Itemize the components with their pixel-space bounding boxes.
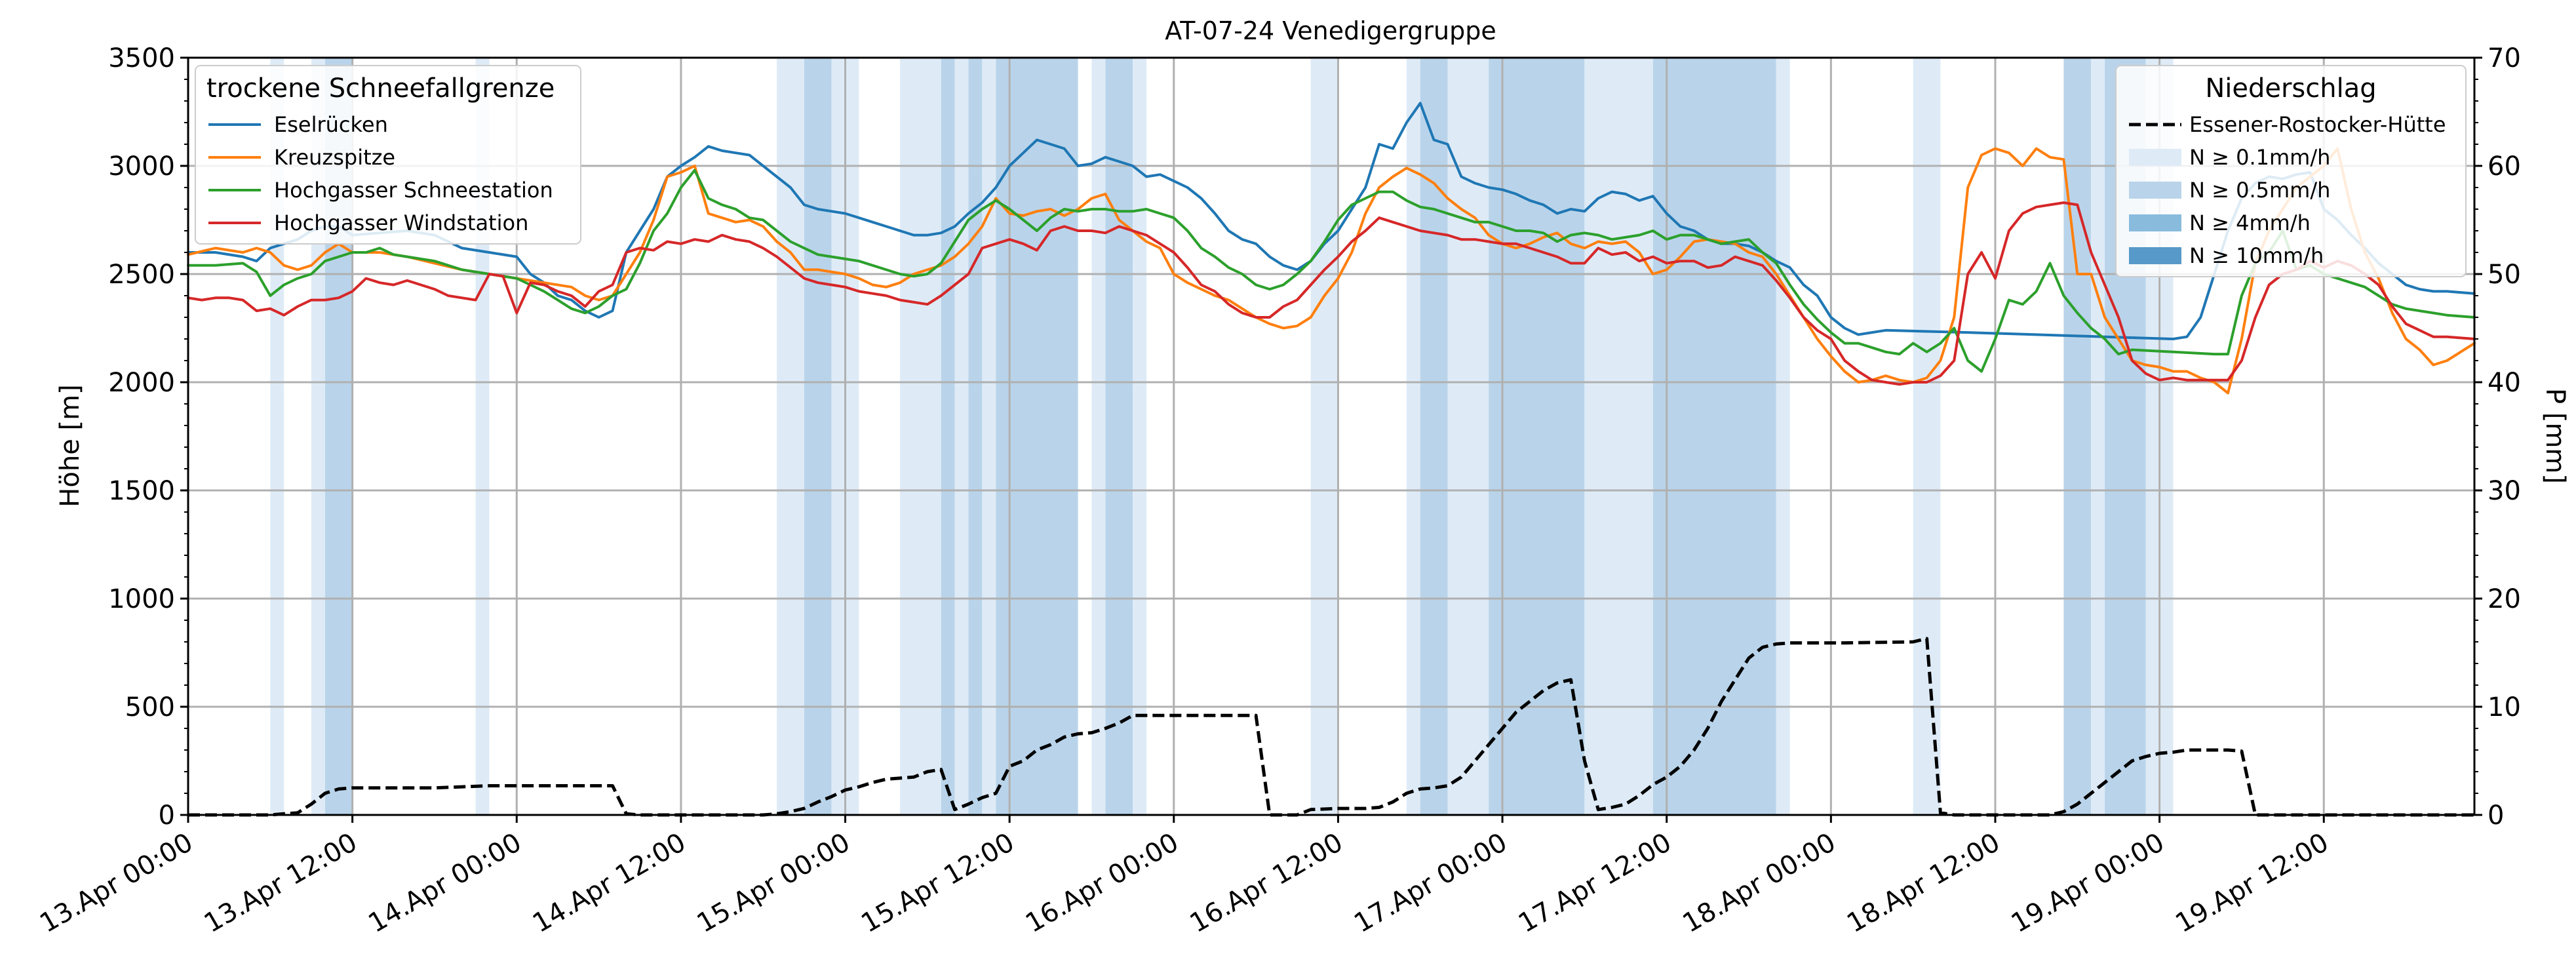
y-tick-label-left: 2500 [108, 260, 175, 290]
precip-band [968, 58, 983, 815]
precip-band [475, 58, 490, 815]
precip-band [804, 58, 832, 815]
legend-precipitation-title: Niederschlag [2205, 73, 2376, 104]
series-line-4 [187, 201, 2476, 386]
series-line-1 [187, 102, 2476, 340]
legend-snowline-title: trockene Schneefallgrenze [206, 73, 555, 104]
y-tick-label-right: 0 [2488, 801, 2504, 831]
precip-band [1913, 58, 1941, 815]
snowline-series-group [187, 102, 2476, 395]
y-tick-label-right: 20 [2488, 584, 2521, 614]
legend-precip-label: N ≥ 0.1mm/h [2189, 145, 2330, 170]
legend-snowline-label: Kreuzspitze [274, 145, 395, 170]
legend-precipitation-entries: Essener-Rostocker-Hütte N ≥ 0.1mm/h N ≥ 0.… [2129, 112, 2446, 268]
precip-band [900, 58, 941, 815]
y-tick-label-left: 0 [159, 801, 175, 831]
legend-precip-swatch [2129, 149, 2181, 166]
precip-band [1489, 58, 1585, 815]
precip-band [1447, 58, 1489, 815]
plot-frame [187, 56, 2476, 816]
precip-band [777, 58, 804, 815]
y-tick-label-left: 3500 [108, 43, 175, 73]
y-tick-label-left: 2000 [108, 368, 175, 398]
y-tick-label-right: 50 [2488, 260, 2521, 290]
y-tick-label-left: 500 [125, 692, 175, 722]
precip-band [2063, 58, 2092, 815]
precip-band [982, 58, 996, 815]
precip-band [954, 58, 969, 815]
y-tick-label-right: 10 [2488, 692, 2521, 722]
precip-band [1091, 58, 1106, 815]
precip-band [1133, 58, 1147, 815]
precip-band [941, 58, 955, 815]
precip-band [1406, 58, 1420, 815]
legend-precip-swatch [2129, 247, 2181, 264]
y-axis-label-right: P [mm] [2540, 388, 2570, 484]
axes [187, 56, 2476, 816]
precip-band [2091, 58, 2105, 815]
precip-band [996, 58, 1078, 815]
precip-band [1420, 58, 1448, 815]
series-line-3 [187, 168, 2476, 373]
y-tick-label-left: 1000 [108, 584, 175, 614]
y-axis-label-left: Höhe [m] [55, 384, 85, 507]
legend-precip-label: N ≥ 10mm/h [2189, 243, 2324, 268]
precip-band [1776, 58, 1790, 815]
legend-snowline: trockene Schneefallgrenze Eselrücken Kreu… [195, 65, 581, 245]
y-tick-label-right: 60 [2488, 151, 2521, 182]
legend-snowline-label: Hochgasser Schneestation [274, 178, 553, 203]
precip-line-essener-rostocker-huette [188, 637, 2474, 817]
y-tick-label-right: 70 [2488, 43, 2521, 73]
precip-band [1310, 58, 1338, 815]
legend-precipitation-frame [2115, 65, 2467, 277]
legend-precip-label: N ≥ 0.5mm/h [2189, 178, 2330, 203]
legend-precip-label: Essener-Rostocker-Hütte [2189, 112, 2446, 137]
legend-snowline-frame [195, 65, 581, 245]
precip-line-group [188, 637, 2474, 817]
y-tick-label-left: 1500 [108, 476, 175, 506]
precip-band [1652, 58, 1776, 815]
legend-precip-label: N ≥ 4mm/h [2189, 210, 2311, 235]
legend-snowline-label: Eselrücken [274, 112, 388, 137]
legend-precip-swatch [2129, 214, 2181, 231]
precip-band [1584, 58, 1653, 815]
legend-precipitation: Niederschlag Essener-Rostocker-Hütte N ≥ … [2115, 65, 2467, 277]
y-tick-label-left: 3000 [108, 151, 175, 182]
precip-band [311, 58, 325, 815]
chart-title: AT-07-24 Venedigergruppe [1165, 16, 1496, 45]
series-line-2 [187, 147, 2476, 395]
legend-precip-swatch [2129, 182, 2181, 199]
y-tick-label-right: 40 [2488, 368, 2521, 398]
precip-band [1105, 58, 1133, 815]
legend-snowline-entries: Eselrücken Kreuzspitze Hochgasser Schneest… [208, 112, 553, 235]
legend-snowline-label: Hochgasser Windstation [274, 210, 528, 235]
y-tick-label-right: 30 [2488, 476, 2521, 506]
